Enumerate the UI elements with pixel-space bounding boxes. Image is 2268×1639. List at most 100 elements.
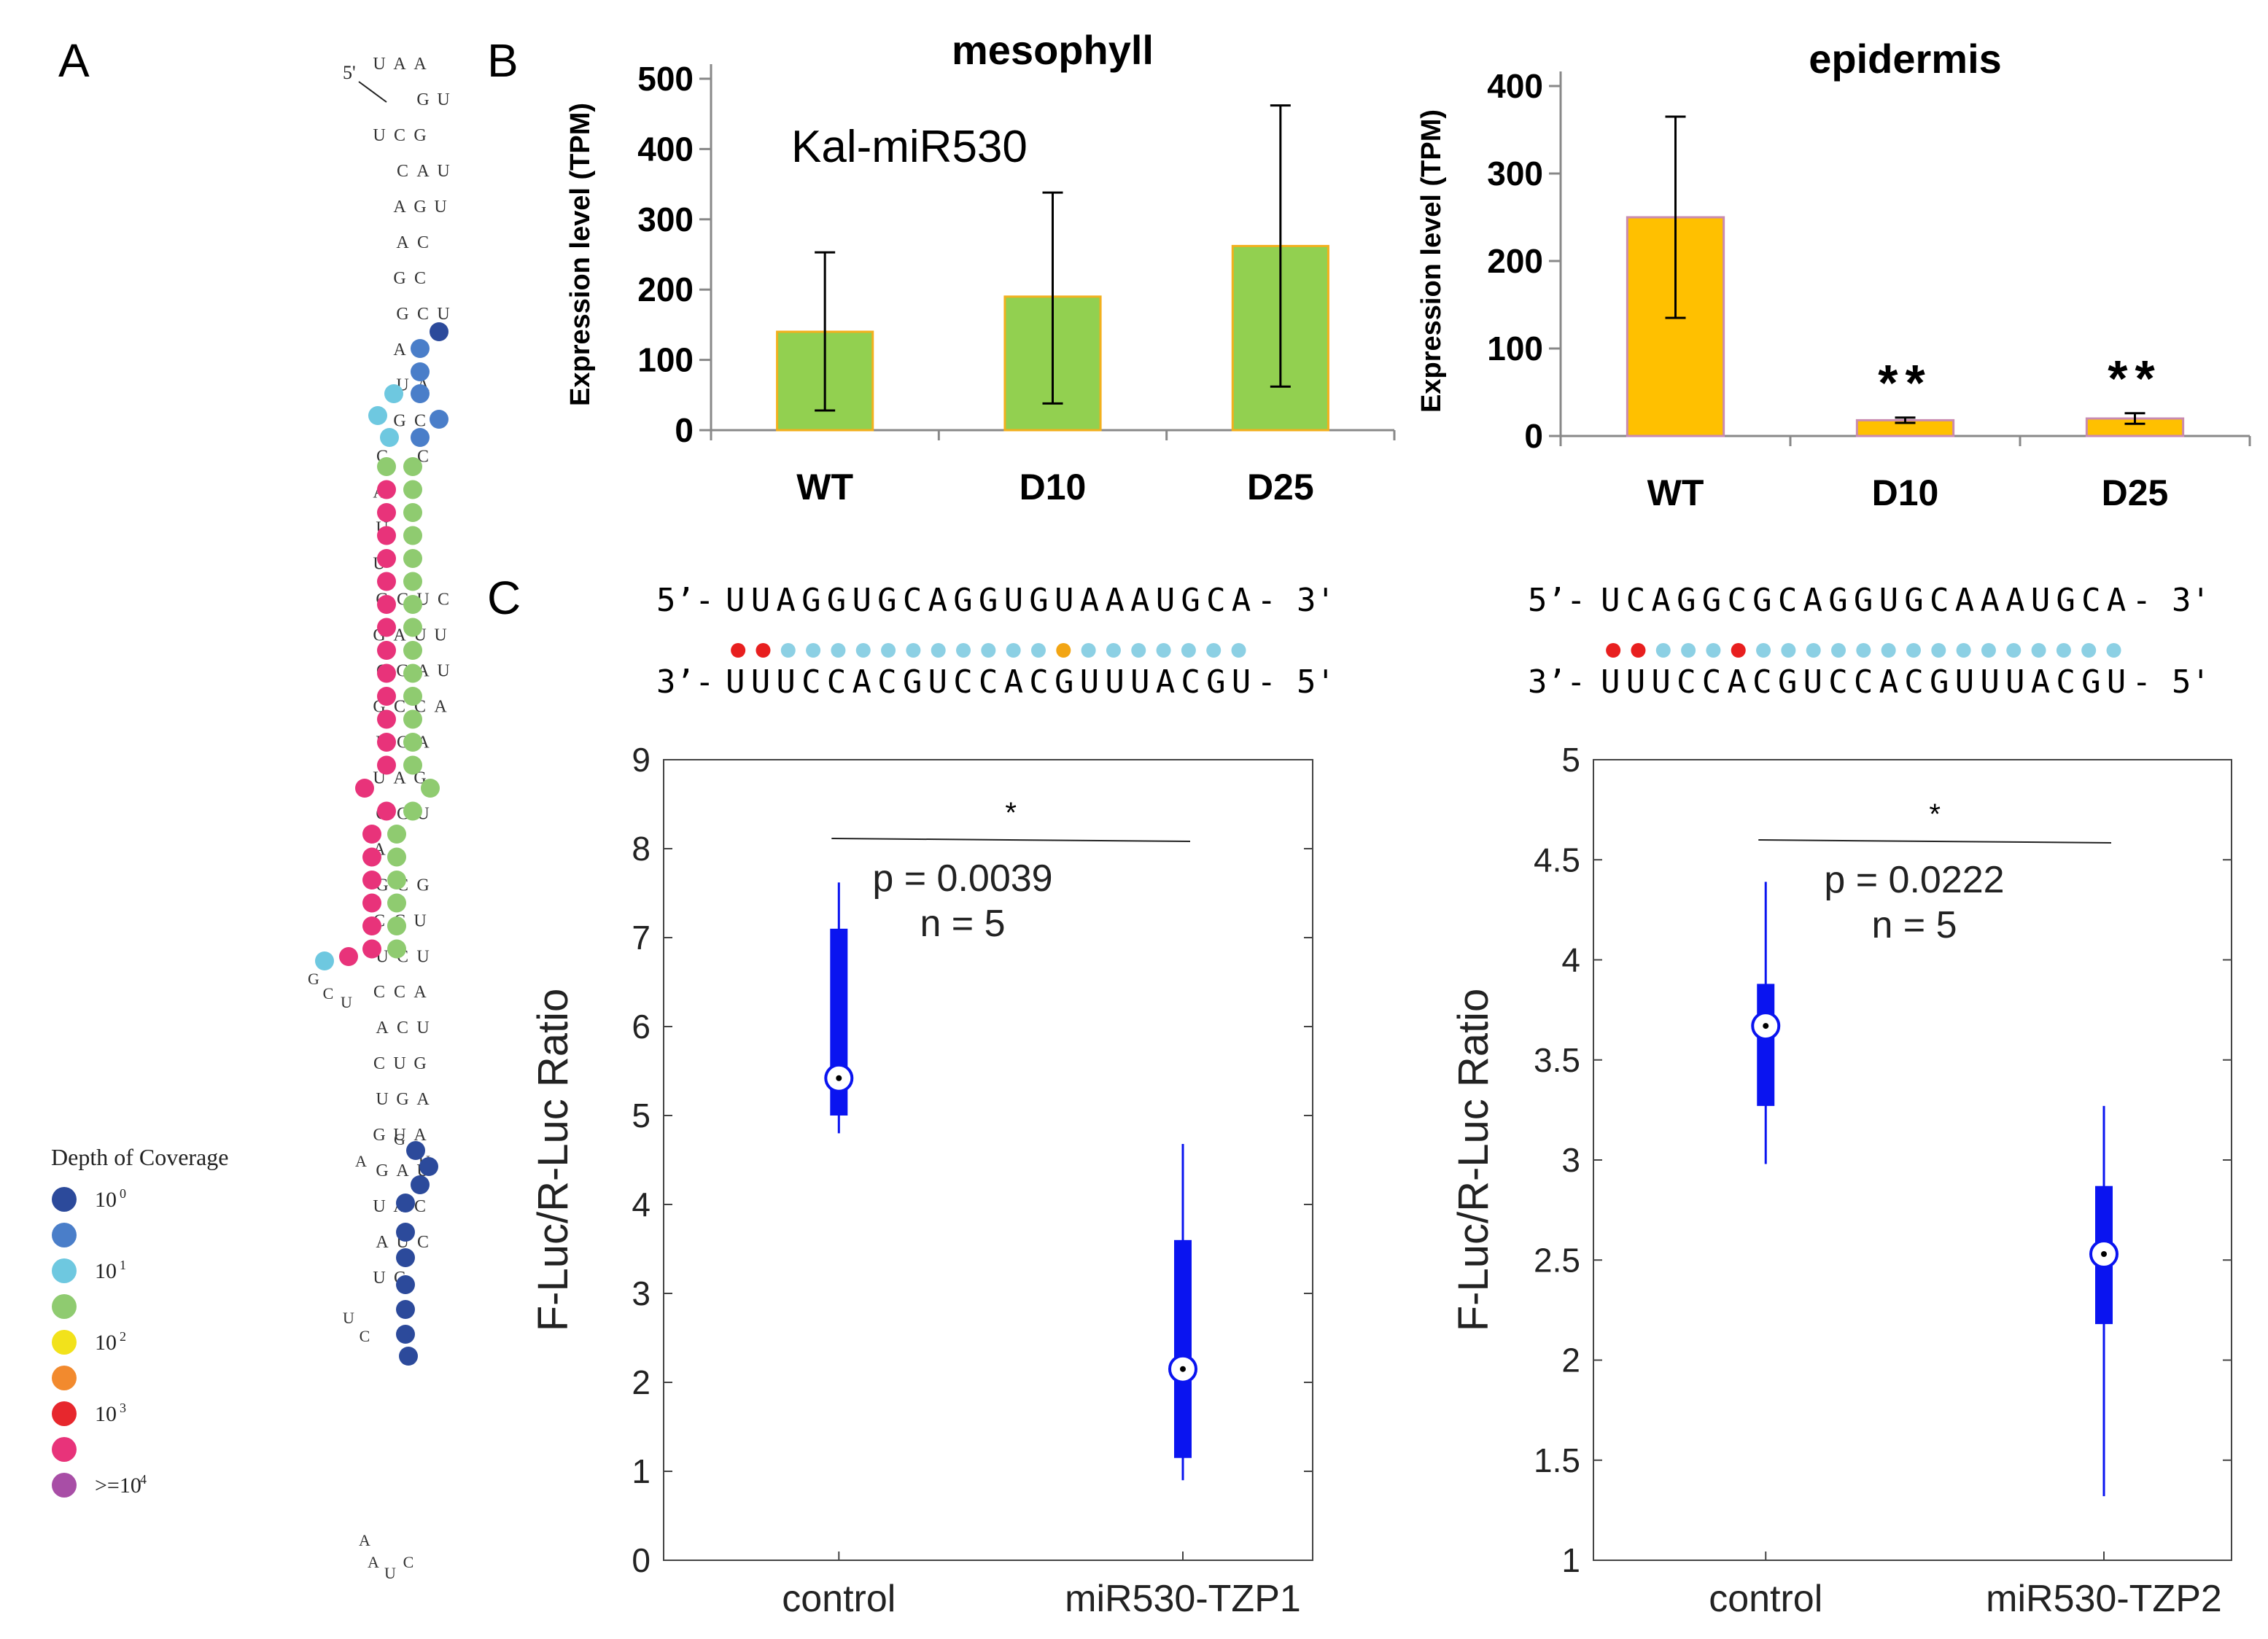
pairing-dot — [756, 643, 771, 658]
coverage-dot — [387, 825, 406, 844]
legend-exponent: 3 — [120, 1401, 126, 1415]
hairpin-base: C — [417, 233, 429, 252]
y-tick-label: 100 — [1487, 330, 1543, 367]
significance-mark: ** — [2108, 350, 2162, 407]
p-value-text: p = 0.0222 — [1824, 859, 2004, 901]
pairing-dot — [2081, 643, 2097, 658]
y-axis-label: F-Luc/R-Luc Ratio — [1450, 989, 1497, 1332]
pairing-dot — [1030, 643, 1046, 658]
hairpin-base: G — [376, 1161, 388, 1180]
legend-label: >=10 — [95, 1473, 141, 1498]
coverage-dot — [377, 595, 396, 614]
pairing-dot — [2056, 643, 2071, 658]
hairpin-base: G — [413, 1054, 426, 1073]
hairpin-base: U — [393, 1126, 405, 1145]
coverage-dot — [403, 687, 422, 706]
y-tick-label: 0 — [632, 1541, 651, 1579]
y-tick-label: 4.5 — [1534, 841, 1580, 879]
hairpin-base: A — [413, 55, 427, 74]
panel-label-b: B — [487, 34, 519, 87]
hairpin-base: U — [437, 662, 449, 681]
y-tick-label: 300 — [1487, 155, 1543, 192]
n-text: n = 5 — [920, 903, 1005, 945]
duplex-top-suffix: 3' — [1297, 582, 1335, 619]
hairpin-base: A — [434, 697, 447, 716]
pairing-dot — [1756, 643, 1771, 658]
hairpin-base: A — [416, 162, 430, 181]
category-label: D10 — [1020, 467, 1087, 507]
hairpin-base: G — [308, 970, 319, 988]
hairpin-base: C — [403, 1553, 414, 1571]
duplex-bottom-seq: UUUCCACGUCCACGUUUACGU- — [726, 663, 1276, 701]
legend-swatch — [52, 1437, 77, 1462]
pairing-dot — [1881, 643, 1896, 658]
coverage-dot — [362, 916, 381, 935]
coverage-dot — [368, 406, 387, 425]
hairpin-base: G — [416, 876, 429, 895]
y-tick-label: 200 — [637, 270, 694, 308]
coverage-dot — [377, 641, 396, 660]
pairing-dot — [1081, 643, 1096, 658]
coverage-dot — [362, 847, 381, 867]
coverage-dot — [387, 847, 406, 867]
n-text: n = 5 — [1871, 904, 1957, 946]
coverage-dot — [377, 663, 396, 683]
coverage-dot — [380, 428, 399, 447]
hairpin-base: U — [373, 1269, 385, 1288]
hairpin-base: G — [394, 1130, 405, 1148]
pairing-dot — [1781, 643, 1796, 658]
pairing-dot — [1856, 643, 1871, 658]
hairpin-base: G — [393, 412, 405, 431]
panel-label-a: A — [58, 34, 90, 87]
pairing-dot — [780, 643, 796, 658]
hairpin-base: A — [416, 1090, 430, 1109]
legend-label: 10 — [95, 1402, 117, 1426]
hairpin-base: U — [437, 162, 449, 181]
y-tick-label: 1 — [632, 1452, 651, 1490]
coverage-dot — [403, 595, 422, 614]
significance-mark: ** — [1878, 354, 1932, 411]
y-tick-label: 6 — [632, 1008, 651, 1046]
coverage-dot — [403, 618, 422, 637]
category-label: WT — [796, 467, 853, 507]
hairpin-base: A — [413, 1126, 427, 1145]
coverage-dot — [384, 384, 403, 403]
y-tick-label: 4 — [1561, 941, 1580, 979]
pairing-dot — [2006, 643, 2022, 658]
hairpin-base: U — [413, 911, 426, 930]
pairing-dot — [981, 643, 996, 658]
legend-swatch — [52, 1401, 77, 1426]
pairing-dot — [1806, 643, 1821, 658]
y-tick-label: 1.5 — [1534, 1441, 1580, 1479]
hairpin-base: G — [416, 90, 429, 109]
median-dot — [1763, 1023, 1769, 1029]
duplex-tzp2: 5’- UCAGGCGCAGGUGCAAAUGCA- 3' 3’- UUUCCACGUC… — [1528, 582, 2210, 701]
duplex-bottom-suffix: 5' — [2172, 663, 2210, 701]
hairpin-base: A — [393, 198, 406, 217]
pairing-dot — [1931, 643, 1946, 658]
legend-exponent: 1 — [120, 1258, 126, 1272]
coverage-dot — [403, 457, 422, 476]
tzp1-box-plot: 0 1 2 3 4 5 6 7 8 9 control miR530-TZP1 * p = 0.0039n… — [529, 741, 1313, 1620]
coverage-dot — [411, 362, 430, 381]
legend-swatch — [52, 1366, 77, 1390]
legend-title: Depth of Coverage — [51, 1144, 228, 1170]
y-tick-label: 4 — [632, 1186, 651, 1223]
coverage-dot — [396, 1275, 415, 1294]
y-tick-label: 200 — [1487, 242, 1543, 280]
coverage-dot — [403, 526, 422, 545]
epidermis-bar-chart: 0 100 200 300 400 WT D10 ** D25 ** epidermis Expres… — [1416, 36, 2251, 513]
coverage-dot — [411, 428, 430, 447]
pairing-dot — [2106, 643, 2121, 658]
hairpin-base: A — [413, 983, 427, 1002]
hairpin-base: U — [434, 626, 446, 645]
hairpin-base: G — [413, 126, 426, 145]
hairpin-base: U — [434, 198, 446, 217]
pairing-dot — [1231, 643, 1246, 658]
category-label: D25 — [1247, 467, 1314, 507]
coverage-dot — [406, 1141, 425, 1160]
legend-swatch — [52, 1187, 77, 1212]
hairpin-base: U — [384, 1564, 396, 1582]
hairpin-base: A — [396, 1161, 409, 1180]
